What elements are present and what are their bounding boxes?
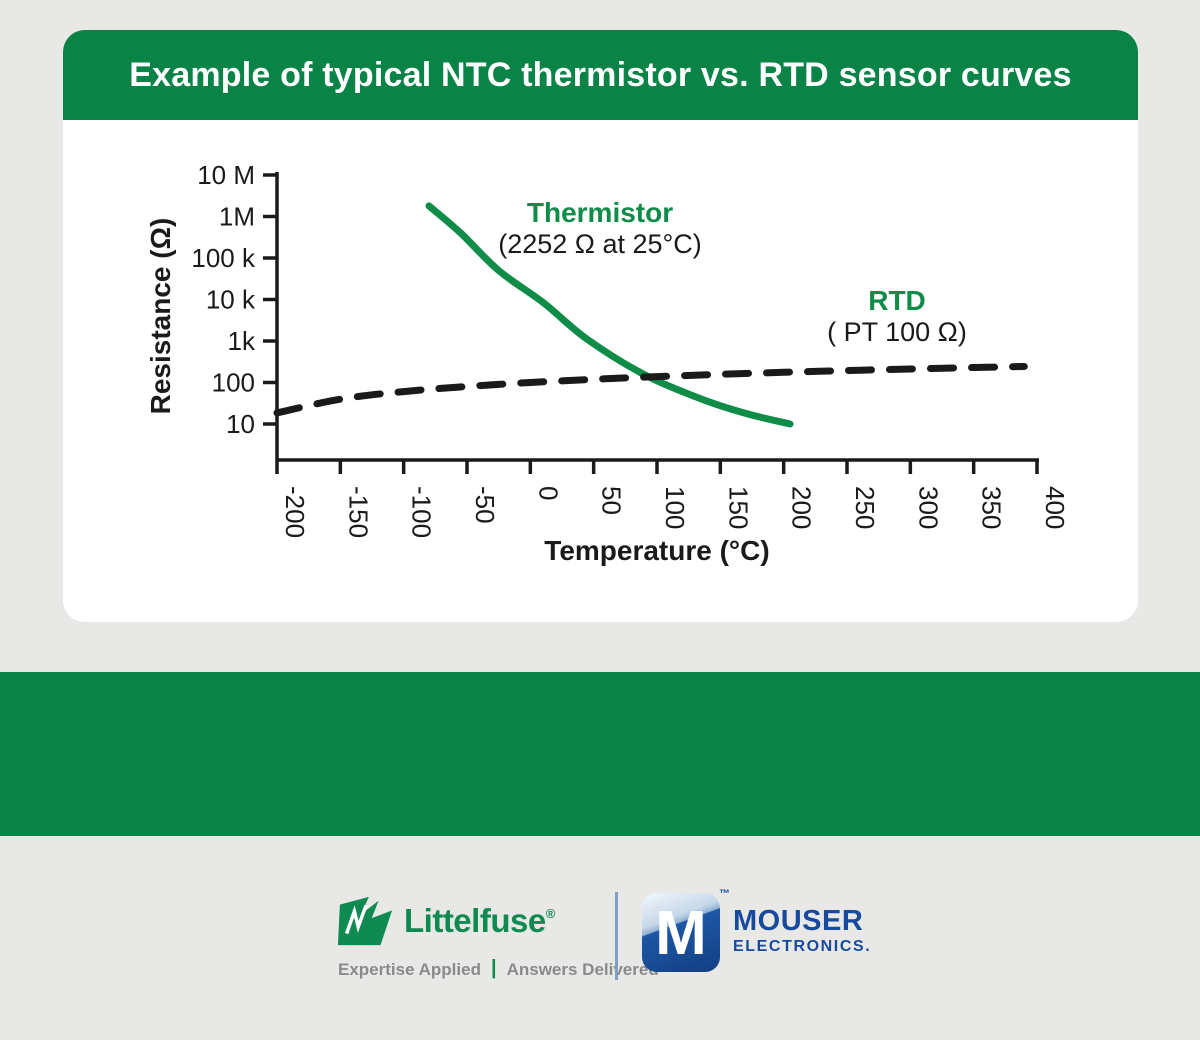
svg-text:300: 300 xyxy=(913,486,943,529)
mouser-wordmark: MOUSER ELECTRONICS. xyxy=(733,907,871,955)
svg-text:Temperature (°C): Temperature (°C) xyxy=(544,535,769,566)
svg-text:-50: -50 xyxy=(470,486,500,524)
registered-mark: ® xyxy=(545,906,556,921)
svg-text:10: 10 xyxy=(226,409,255,439)
svg-text:100: 100 xyxy=(660,486,690,529)
littelfuse-logo: Littelfuse® xyxy=(336,894,555,953)
mouser-logo-mark: M ™ xyxy=(642,888,730,972)
capabilities-banner: PROTECT CONTROL xyxy=(0,672,1200,836)
tagline-right: Answers Delivered xyxy=(506,959,659,979)
svg-text:250: 250 xyxy=(850,486,880,529)
svg-text:1k: 1k xyxy=(228,326,256,356)
littelfuse-logo-mark xyxy=(336,894,394,953)
svg-text:200: 200 xyxy=(787,486,817,529)
svg-text:100: 100 xyxy=(212,368,255,398)
svg-text:Resistance (Ω): Resistance (Ω) xyxy=(145,218,176,415)
svg-text:10 M: 10 M xyxy=(197,160,255,190)
littelfuse-wordmark: Littelfuse® xyxy=(404,904,555,937)
svg-text:Thermistor: Thermistor xyxy=(527,197,673,228)
chart-card: Example of typical NTC thermistor vs. RT… xyxy=(63,30,1138,622)
svg-text:( PT 100 Ω): ( PT 100 Ω) xyxy=(827,317,967,347)
svg-text:-100: -100 xyxy=(407,486,437,538)
svg-text:1M: 1M xyxy=(219,202,255,232)
logo-divider xyxy=(615,892,618,980)
littelfuse-name: Littelfuse xyxy=(404,902,546,939)
mouser-subname: ELECTRONICS. xyxy=(733,938,872,955)
svg-text:-150: -150 xyxy=(343,486,373,538)
svg-text:0: 0 xyxy=(533,486,563,500)
page-title: Example of typical NTC thermistor vs. RT… xyxy=(129,55,1072,94)
svg-text:10 k: 10 k xyxy=(206,285,256,315)
svg-text:50: 50 xyxy=(597,486,627,515)
mouser-name: MOUSER xyxy=(733,905,864,937)
svg-text:150: 150 xyxy=(723,486,753,529)
tagline-left: Expertise Applied xyxy=(338,959,481,979)
sensor-curves-chart: 10 M 1M 100 k 10 k 1k 100 10 -200 -150 -100 -50 0 50… xyxy=(145,160,1070,566)
trademark-mark: ™ xyxy=(719,888,730,900)
littelfuse-tagline: Expertise Applied | Answers Delivered xyxy=(338,957,659,981)
card-header: Example of typical NTC thermistor vs. RT… xyxy=(63,30,1138,120)
svg-text:400: 400 xyxy=(1040,486,1070,529)
chart-area: 10 M 1M 100 k 10 k 1k 100 10 -200 -150 -100 -50 0 50… xyxy=(63,120,1138,622)
svg-text:-200: -200 xyxy=(280,486,310,538)
tagline-separator: | xyxy=(490,957,497,979)
mouser-m-letter: M xyxy=(655,898,707,968)
svg-text:350: 350 xyxy=(977,486,1007,529)
svg-text:100 k: 100 k xyxy=(191,243,256,273)
svg-text:RTD: RTD xyxy=(868,285,926,316)
mouser-logo: M ™ MOUSER ELECTRONICS. xyxy=(642,888,871,972)
svg-text:(2252 Ω at 25°C): (2252 Ω at 25°C) xyxy=(498,229,702,259)
